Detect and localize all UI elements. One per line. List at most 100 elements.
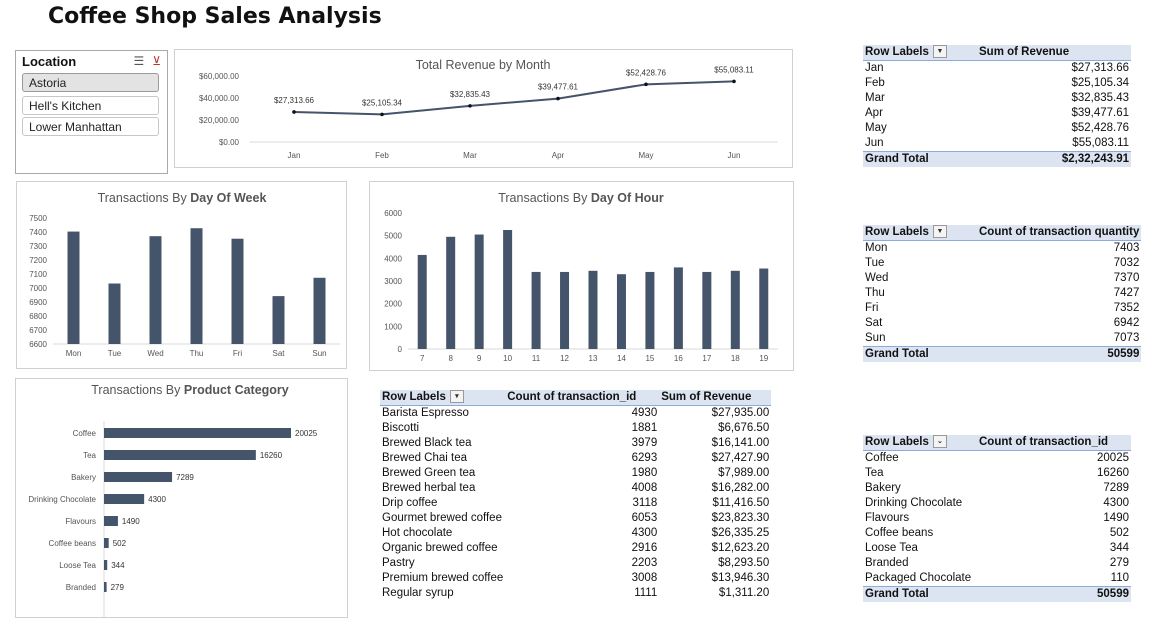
data-label: $27,313.66 [274,96,315,105]
x-tick-label: Thu [190,349,204,358]
table-row: Sat 6942 [863,316,1141,331]
x-tick-label: May [638,151,653,160]
row-value: 502 [1109,527,1129,539]
row-value: 16260 [1097,467,1129,479]
row-value: 2203 [631,557,658,569]
y-tick-label: 5000 [384,232,402,241]
chart-title: Total Revenue by Month [416,58,551,72]
sort-dropdown-icon[interactable]: ⌄ [932,435,947,449]
row-label: Jun [865,137,884,149]
bar [616,274,626,349]
x-tick-label: 13 [589,354,598,363]
bar [104,450,256,460]
row-label: Coffee [865,452,899,464]
row-label: Fri [865,302,879,314]
row-value: 4930 [631,407,658,419]
x-tick-label: Mar [463,151,477,160]
bar [272,296,285,344]
table-row: Thu 7427 [863,286,1141,301]
pivot-transactions-by-day: Row Labels ▼ Count of transaction quantit… [863,225,1142,362]
bar [231,238,244,344]
filter-dropdown-icon[interactable]: ▼ [932,45,947,59]
x-tick-label: 15 [645,354,654,363]
bar [702,271,712,349]
row-value: 7403 [1113,242,1140,254]
row-label: Regular syrup [382,587,454,599]
y-tick-label: Coffee beans [49,539,96,548]
slicer-item-lower-manhattan[interactable]: Lower Manhattan [22,117,159,136]
x-tick-label: 17 [702,354,711,363]
table-row: Pastry 2203 $8,293.50 [380,556,771,571]
pivot-header-count-transaction-id: Count of transaction_id [977,435,1131,451]
y-tick-label: Branded [66,583,96,592]
y-tick-label: Coffee [73,429,97,438]
table-row: Brewed Black tea 3979 $16,141.00 [380,436,771,451]
y-tick-label: Loose Tea [59,561,96,570]
x-tick-label: 14 [617,354,626,363]
row-label: Apr [865,107,883,119]
bar [446,236,456,349]
x-tick-label: 18 [731,354,740,363]
data-label: $39,477.61 [538,83,579,92]
row-label: Wed [865,272,889,284]
x-tick-label: 9 [477,354,482,363]
row-value: 1881 [631,422,658,434]
row-value: $27,935.00 [711,407,770,419]
filter-dropdown-icon[interactable]: ▾ [449,390,464,404]
x-tick-label: 10 [503,354,512,363]
data-label: 16260 [260,451,283,460]
table-row: Organic brewed coffee 2916 $12,623.20 [380,541,771,556]
slicer-item-hells-kitchen[interactable]: Hell's Kitchen [22,96,159,115]
clear-filter-icon[interactable]: ⊻ [152,54,161,68]
table-row: Regular syrup 1111 $1,311.20 [380,586,771,601]
pivot-total-label: Grand Total [863,586,977,602]
table-row: Branded 279 [863,556,1131,571]
x-tick-label: 16 [674,354,683,363]
row-label: Drinking Chocolate [865,497,963,509]
bar [190,228,203,344]
table-row: Loose Tea 344 [863,541,1131,556]
row-label: Organic brewed coffee [382,542,498,554]
row-label: Mon [865,242,888,254]
data-label: 344 [111,561,125,570]
row-value: 4008 [631,482,658,494]
bar [474,234,484,349]
bar [531,271,541,349]
row-label: Sun [865,332,886,344]
multi-select-icon[interactable]: ☰ [133,54,145,68]
pivot-transactions-by-category: Row Labels ⌄ Count of transaction_id Coff… [863,435,1131,602]
pivot-header-sum-revenue: Sum of Revenue [977,45,1131,61]
row-value: $13,946.30 [711,572,770,584]
table-row: Fri 7352 [863,301,1141,316]
bar [560,271,570,349]
bar [104,516,118,526]
chart-title: Transactions By Product Category [91,383,289,397]
table-row: Drinking Chocolate 4300 [863,496,1131,511]
bar [67,231,80,344]
row-value: 4300 [631,527,658,539]
bar [730,270,740,349]
y-tick-label: 0 [398,345,403,354]
pivot-header-sum-revenue: Sum of Revenue [659,390,772,406]
revenue-chart-svg: Total Revenue by Month $0.00 $20,000.00 $40… [199,58,778,160]
x-tick-label: 12 [560,354,569,363]
data-label: $52,428.76 [626,68,667,77]
bar [104,428,291,438]
row-value: $26,335.25 [711,527,770,539]
pivot-product-detail: Row Labels ▾ Count of transaction_id Sum … [380,390,772,601]
pivot-header-row-labels: Row Labels [865,46,929,58]
bar [673,267,683,349]
row-value: $1,311.20 [718,587,770,599]
table-row: Packaged Chocolate 110 [863,571,1131,587]
y-tick-label: Tea [83,451,96,460]
revenue-chart: Total Revenue by Month $0.00 $20,000.00 $40… [174,49,793,168]
row-label: Tea [865,467,884,479]
slicer-item-astoria[interactable]: Astoria [22,73,159,92]
bar [104,494,145,504]
x-tick-label: Wed [147,349,163,358]
bar [588,270,598,349]
revenue-point [732,79,736,84]
row-value: $16,141.00 [711,437,770,449]
row-value: 7352 [1113,302,1140,314]
filter-dropdown-icon[interactable]: ▼ [932,225,947,239]
